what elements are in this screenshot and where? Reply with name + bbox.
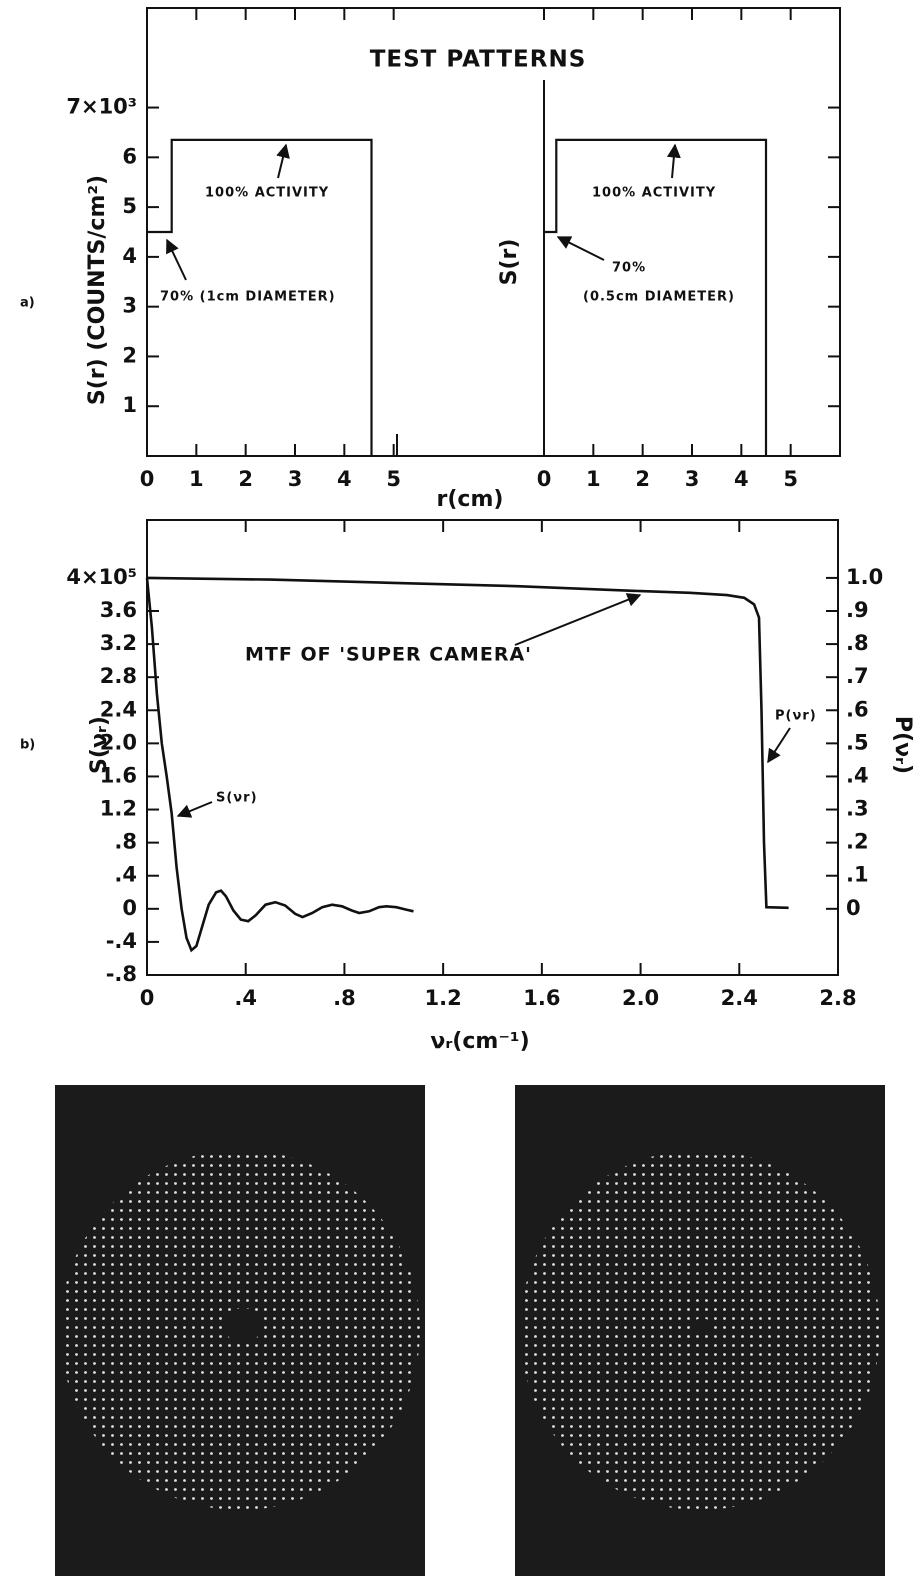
x-tick-label: 0 (537, 467, 552, 491)
annotation: 70% (1cm DIAMETER) (160, 290, 336, 305)
x-tick-label: 3 (288, 467, 303, 491)
y2-tick-label: .5 (846, 730, 869, 754)
data-line (147, 138, 373, 456)
x-tick-label: 0 (140, 986, 155, 1010)
x-tick-label: 3 (685, 467, 700, 491)
annotation: 70% (612, 261, 646, 276)
arrow (166, 238, 187, 281)
x-tick-label: .8 (333, 986, 356, 1010)
y2-axis-label: P(νᵣ) (890, 716, 915, 774)
y-tick-label: 2.4 (100, 697, 137, 721)
arrow (767, 727, 791, 764)
annotation: 100% ACTIVITY (205, 186, 329, 201)
x-tick-label: 2 (635, 467, 650, 491)
x-tick-label: 2.8 (819, 986, 856, 1010)
y2-tick-label: .7 (846, 664, 869, 688)
panel-label: b) (20, 738, 35, 753)
y2-tick-label: .1 (846, 863, 869, 887)
x-tick-label: 5 (783, 467, 798, 491)
x-tick-label: 2.0 (622, 986, 659, 1010)
y-tick-label: -.4 (106, 929, 137, 953)
y-tick-label: 1.6 (100, 763, 137, 787)
x-tick-label: 1 (586, 467, 601, 491)
x-axis-label: νᵣ(cm⁻¹) (430, 1029, 529, 1054)
y-tick-label: 0 (122, 896, 137, 920)
series-line (146, 576, 789, 910)
y2-tick-label: .3 (846, 797, 869, 821)
y2-tick-label: 0 (846, 896, 861, 920)
y2-tick-label: .2 (846, 830, 869, 854)
annotation: (0.5cm DIAMETER) (583, 290, 735, 305)
y-tick-label: 2.0 (100, 730, 137, 754)
x-tick-label: 0 (140, 467, 155, 491)
y-axis-label: S(νᵣ) (87, 716, 112, 774)
photo-spot (225, 1308, 261, 1344)
series-label: S(νr) (216, 791, 258, 806)
y2-tick-label: .6 (846, 697, 869, 721)
x-tick-label: 1 (189, 467, 204, 491)
series-label: P(νr) (775, 709, 817, 724)
y-tick-label: 3.2 (100, 631, 137, 655)
x-tick-label: 1.2 (425, 986, 462, 1010)
y-tick-label: 2 (122, 343, 137, 367)
y-tick-label: 2.8 (100, 664, 137, 688)
y2-tick-label: 1.0 (846, 565, 883, 589)
y-tick-label: 3 (122, 294, 137, 318)
y2-tick-label: .4 (846, 763, 869, 787)
y-tick-label: 6 (122, 144, 137, 168)
arrow (666, 143, 681, 179)
y2-tick-label: .8 (846, 631, 869, 655)
arrow (276, 143, 290, 179)
x-tick-label: 4 (734, 467, 749, 491)
y-tick-label: .8 (114, 830, 137, 854)
y-tick-label: 5 (122, 194, 137, 218)
photo-spot (693, 1318, 711, 1336)
y-tick-label: 7×10³ (66, 95, 137, 119)
x-tick-label: .4 (234, 986, 257, 1010)
x-tick-label: 4 (337, 467, 352, 491)
annotation: 100% ACTIVITY (592, 186, 716, 201)
arrow (176, 801, 213, 818)
arrow (514, 593, 642, 646)
y-tick-label: 4 (122, 244, 137, 268)
y-tick-label: -.8 (106, 962, 137, 986)
y-tick-label: 1 (122, 393, 137, 417)
arrow (556, 236, 605, 261)
y-axis-label: S(r) (COUNTS/cm²) (85, 175, 110, 405)
panel-a-frame (146, 7, 841, 457)
x-axis-label: r(cm) (437, 487, 504, 512)
y-tick-label: .4 (114, 863, 137, 887)
panel-b-frame (146, 519, 839, 976)
panel-label: a) (20, 296, 35, 311)
x-tick-label: 1.6 (523, 986, 560, 1010)
y-tick-label: 1.2 (100, 797, 137, 821)
chart-title: TEST PATTERNS (370, 47, 587, 73)
y-tick-label: 4×10⁵ (66, 565, 137, 589)
data-line (544, 138, 768, 456)
annotation: MTF OF 'SUPER CAMERA' (245, 644, 532, 666)
x-tick-label: 2.4 (721, 986, 758, 1010)
x-tick-label: 2 (238, 467, 253, 491)
y2-tick-label: .9 (846, 598, 869, 622)
y-tick-label: 3.6 (100, 598, 137, 622)
series-line (145, 577, 414, 953)
x-tick-label: 5 (386, 467, 401, 491)
y-axis-label: S(r) (497, 239, 522, 286)
